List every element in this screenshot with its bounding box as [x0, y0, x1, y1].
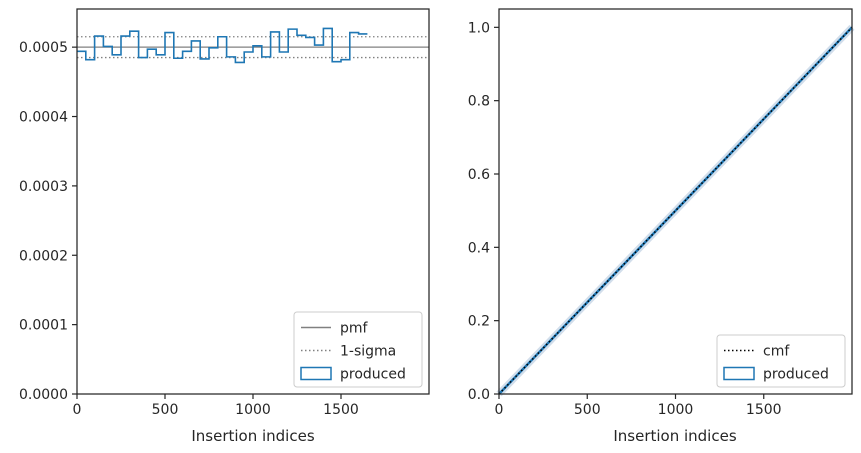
cmf-line: [498, 26, 853, 395]
cmf-panel: 0 500 1000 1500 0.0 0.2 0.4 0.6 0.8 1.0 Insertio…: [468, 8, 855, 445]
y-tick-label: 0.0004: [19, 110, 68, 126]
pmf-legend: pmf 1-sigma produced: [293, 311, 423, 388]
pmf-y-ticks: 0.0000 0.0001 0.0002 0.0003 0.0004 0.0005: [19, 40, 77, 403]
legend-label: produced: [763, 367, 829, 383]
legend-frame: [716, 334, 846, 388]
x-tick-label: 0: [495, 402, 504, 418]
cmf-x-axis-label: Insertion indices: [613, 427, 736, 445]
x-tick-label: 0: [73, 402, 82, 418]
y-tick-label: 0.0003: [19, 179, 68, 195]
pmf-x-axis-label: Insertion indices: [191, 427, 314, 445]
legend-label: pmf: [340, 321, 369, 337]
legend-swatch-produced: [300, 366, 332, 381]
y-tick-label: 0.0000: [19, 387, 68, 403]
pmf-panel: 0 500 1000 1500 0.00000.00010.00020.00030.0…: [19, 8, 430, 445]
y-tick-label: 0.4: [468, 240, 490, 256]
y-tick-label: 0.6: [468, 167, 490, 183]
legend-swatch-produced: [723, 366, 755, 381]
produced-step-line: [77, 27, 368, 64]
x-tick-label: 500: [152, 402, 179, 418]
x-tick-label: 1000: [658, 402, 694, 418]
cmf-y-ticks: 0.0 0.2 0.4 0.6 0.8 1.0: [468, 20, 499, 403]
y-tick-label: 0.8: [468, 94, 490, 110]
legend-label: produced: [340, 367, 406, 383]
y-tick-label: 1.0: [468, 20, 490, 36]
legend-label: cmf: [763, 344, 790, 360]
x-tick-label: 1000: [235, 402, 271, 418]
cmf-legend: cmf produced: [716, 334, 846, 388]
cmf-series: [496, 24, 855, 397]
produced-histogram: [77, 27, 368, 64]
y-tick-label: 0.0: [468, 387, 490, 403]
pmf-x-ticks: 0 500 1000 1500: [73, 394, 359, 418]
x-tick-label: 1500: [746, 402, 782, 418]
y-tick-label: 0.2: [468, 314, 490, 330]
y-tick-label: 0.0001: [19, 318, 68, 334]
y-tick-label: 0.0005: [19, 40, 68, 56]
legend-label: 1-sigma: [340, 344, 396, 360]
x-tick-label: 1500: [323, 402, 359, 418]
y-tick-label: 0.0002: [19, 248, 68, 264]
x-tick-label: 500: [574, 402, 601, 418]
cmf-x-ticks: 0 500 1000 1500: [495, 394, 782, 418]
